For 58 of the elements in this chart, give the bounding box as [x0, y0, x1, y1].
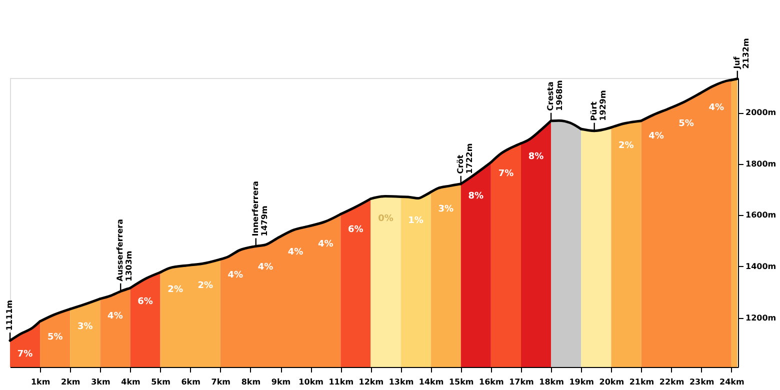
annotation: 8%: [528, 152, 544, 162]
y-tick-label: 1800m: [746, 159, 776, 168]
annotation: Pürt 1929m: [589, 90, 608, 121]
x-tick-label: 18km: [539, 378, 564, 386]
x-tick-label: 2km: [61, 378, 80, 386]
x-tick-label: 24km: [719, 378, 744, 386]
annotation: 4%: [648, 132, 664, 142]
annotation: Cröt 1722m: [456, 143, 474, 174]
annotation: Ausserferrera 1303m: [116, 218, 134, 282]
x-tick-label: 19km: [569, 378, 594, 386]
x-tick-label: 20km: [599, 378, 624, 386]
x-tick-label: 3km: [91, 378, 110, 386]
x-tick-label: 8km: [241, 378, 261, 386]
x-tick-label: 13km: [388, 378, 414, 386]
annotation: 4%: [108, 312, 123, 322]
x-tick-label: 22km: [659, 378, 684, 386]
y-tick-label: 1200m: [746, 313, 776, 322]
x-tick-label: 11km: [328, 378, 354, 386]
annotation: 4%: [258, 262, 274, 273]
x-tick-label: 16km: [479, 378, 504, 386]
annotation: 3%: [78, 322, 93, 332]
x-tick-label: 23km: [689, 378, 714, 386]
x-tick-label: 1km: [30, 378, 50, 386]
annotation: 4%: [288, 247, 304, 258]
x-tick-label: 12km: [358, 378, 384, 386]
y-tick-label: 1600m: [746, 210, 776, 220]
annotation: 2%: [168, 285, 183, 296]
annotation: 1%: [408, 216, 424, 226]
annotation: 0%: [378, 214, 394, 224]
annotation: 7%: [498, 168, 514, 179]
x-tick-label: 10km: [298, 378, 324, 386]
annotation: 1111m: [5, 300, 14, 331]
annotation: 5%: [47, 332, 63, 342]
x-tick-label: 21km: [629, 378, 654, 386]
x-tick-label: 14km: [418, 378, 444, 386]
annotation: Juf 2132m: [732, 38, 750, 70]
x-tick-label: 15km: [448, 378, 474, 386]
annotation: 7%: [17, 350, 33, 360]
annotation: Innerferrera 1479m: [250, 180, 269, 236]
x-tick-label: 4km: [121, 378, 140, 386]
y-tick-label: 1400m: [746, 262, 776, 271]
x-tick-label: 7km: [211, 378, 231, 386]
annotation: Cresta 1968m: [546, 80, 564, 111]
annotation: 6%: [348, 224, 364, 235]
annotation: 6%: [138, 297, 153, 308]
x-tick-label: 9km: [271, 378, 291, 386]
annotation: 5%: [678, 118, 694, 129]
annotation: 4%: [318, 240, 334, 250]
annotation: 2%: [618, 141, 634, 152]
annotation: 4%: [228, 270, 244, 281]
annotation: 4%: [708, 102, 724, 113]
annotation: 3%: [438, 204, 454, 215]
y-tick-label: 2000m: [746, 108, 776, 118]
x-tick-label: 5km: [151, 378, 170, 386]
annotation: 8%: [468, 191, 484, 202]
x-tick-label: 6km: [181, 378, 200, 386]
annotation: 2%: [198, 280, 214, 291]
x-tick-label: 17km: [509, 378, 534, 386]
